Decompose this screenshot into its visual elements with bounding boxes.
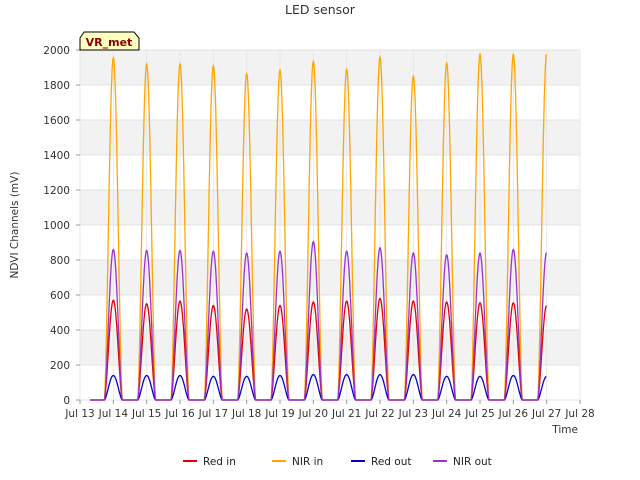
band (80, 50, 580, 85)
y-tick-label: 800 (50, 255, 70, 267)
x-axis-title: Time (551, 424, 578, 436)
x-tick-label: Jul 17 (198, 408, 228, 420)
y-tick-label: 400 (50, 325, 70, 337)
band (80, 120, 580, 155)
y-axis-title: NDVI Channels (mV) (9, 172, 21, 279)
series-lines (90, 52, 547, 401)
x-tick-label: Jul 13 (64, 408, 94, 420)
legend-label: Red out (371, 456, 411, 468)
y-tick-label: 200 (50, 360, 70, 372)
x-tick-label: Jul 26 (498, 408, 529, 420)
legend-label: NIR out (453, 456, 492, 468)
y-tick-label: 1600 (43, 115, 70, 127)
x-tick-label: Jul 16 (164, 408, 195, 420)
badge-label: VR_met (86, 36, 133, 49)
series-line-nir-out (90, 240, 547, 401)
legend-label: NIR in (292, 456, 323, 468)
x-tick-label: Jul 28 (564, 408, 594, 420)
y-tick-label: 1000 (43, 220, 70, 232)
x-tick-label: Jul 22 (364, 408, 394, 420)
x-tick-label: Jul 21 (331, 408, 361, 420)
y-tick-label: 1200 (43, 185, 70, 197)
legend-label: Red in (203, 456, 236, 468)
band (80, 190, 580, 225)
x-tick-label: Jul 24 (431, 408, 462, 420)
y-tick-label: 0 (63, 395, 70, 407)
x-axis-ticks: Jul 13 Jul 14 Jul 15 Jul 16 Jul 17 Jul 18 Jul … (64, 400, 595, 420)
y-tick-label: 600 (50, 290, 70, 302)
badge-background (79, 31, 140, 51)
y-axis-ticks: 0 200 400 600 800 1000 1200 1400 1600 1800 2000 (43, 45, 80, 407)
x-tick-label: Jul 18 (231, 408, 261, 420)
station-badge: VR_met (79, 31, 140, 51)
x-tick-label: Jul 20 (298, 408, 328, 420)
band (80, 260, 580, 295)
legend: Red in NIR in Red out NIR out (183, 456, 492, 468)
x-tick-label: Jul 14 (98, 408, 129, 420)
y-tick-label: 2000 (43, 45, 70, 57)
x-tick-label: Jul 25 (464, 408, 494, 420)
x-tick-label: Jul 23 (398, 408, 428, 420)
x-tick-label: Jul 27 (531, 408, 561, 420)
x-tick-label: Jul 15 (131, 408, 161, 420)
y-tick-label: 1400 (43, 150, 70, 162)
y-tick-label: 1800 (43, 80, 70, 92)
chart-title: LED sensor (285, 2, 356, 17)
band (80, 330, 580, 365)
x-tick-label: Jul 19 (264, 408, 294, 420)
